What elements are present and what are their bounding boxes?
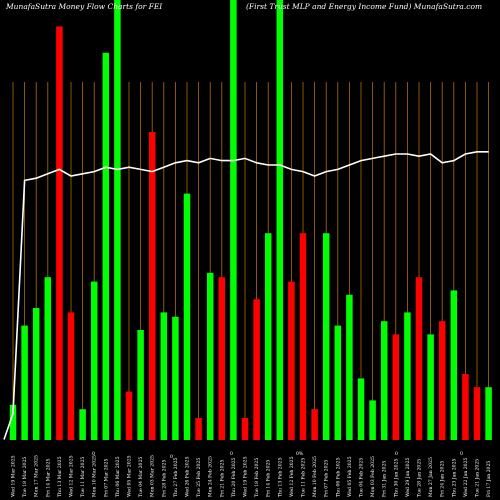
bar-down — [462, 374, 469, 440]
bar-down — [67, 312, 75, 440]
bar-up — [357, 378, 365, 440]
x-tick-label: Fri 07 Mar 2025 — [103, 459, 109, 497]
x-tick-label: Fri 07 Feb 2025 — [324, 460, 330, 497]
bar-up — [264, 233, 272, 440]
mid-marker: 0 — [230, 451, 233, 457]
chart-title-left: MunafaSutra Money Flow Charts for FEI — [5, 2, 163, 11]
x-tick-label: Fri 31 Jan 2025 — [382, 461, 388, 497]
bar-up — [32, 308, 40, 440]
bar-down — [299, 233, 307, 440]
x-tick-label: Wed 29 Jan 2025 — [405, 457, 411, 497]
bar-up — [346, 294, 353, 440]
x-tick-label: Mon 17 Mar 2025 — [34, 455, 40, 497]
bar-down — [148, 132, 156, 440]
x-tick-label: Wed 12 Mar 2025 — [69, 455, 75, 497]
x-tick-label: Tue 04 Feb 2025 — [359, 458, 365, 497]
bar-down — [253, 299, 260, 440]
x-tick-label: Tue 25 Feb 2025 — [196, 458, 202, 497]
x-tick-label: Fri 14 Feb 2025 — [266, 460, 272, 497]
x-tick-label: Thu 13 Feb 2025 — [277, 457, 283, 497]
x-tick-label: Fri 21 Feb 2025 — [219, 460, 225, 497]
x-tick-label: Fri 14 Mar 2025 — [45, 459, 51, 497]
x-tick-label: Wed 05 Feb 2025 — [347, 456, 353, 497]
bar-up — [90, 281, 98, 440]
x-tick-label: Thu 06 Feb 2025 — [335, 457, 341, 497]
bar-up — [102, 52, 110, 441]
mid-markers: 0 0 0 0% 0 0 — [92, 451, 463, 460]
bar-up — [79, 409, 86, 440]
x-tick-label: Mon 03 Mar 2025 — [150, 455, 156, 497]
x-tick-label: Tue 28 Jan 2025 — [417, 459, 423, 497]
mid-marker: 0 — [460, 451, 463, 457]
x-tick-label: Thu 13 Mar 2025 — [57, 456, 63, 497]
bar-down — [311, 409, 318, 440]
bar-down — [56, 26, 63, 441]
bar-up — [172, 316, 179, 440]
mid-marker: 0% — [296, 451, 304, 457]
x-tick-label: Tue 11 Feb 2025 — [301, 458, 307, 497]
bar-up — [160, 312, 168, 440]
x-tick-label: Mon 27 Jan 2025 — [428, 457, 434, 497]
bar-down — [392, 334, 400, 440]
x-tick-label: Thu 20 Feb 2025 — [231, 457, 237, 497]
bar-down — [218, 277, 226, 440]
x-tick-label: Tue 18 Feb 2025 — [254, 458, 260, 497]
bar-up — [183, 193, 191, 440]
x-tick-label: Thu 30 Jan 2025 — [393, 458, 399, 497]
bar-up — [450, 290, 458, 440]
x-tick-label: Mon 24 Feb 2025 — [208, 456, 214, 497]
bar-up — [322, 233, 330, 440]
x-tick-label: Wed 12 Feb 2025 — [289, 456, 295, 497]
bar-up — [21, 325, 28, 440]
x-tick-label: Wed 26 Feb 2025 — [185, 456, 191, 497]
bars — [9, 0, 492, 441]
x-tick-label: Mon 03 Feb 2025 — [370, 456, 376, 497]
bar-up — [369, 400, 376, 440]
x-tick-label: Tue 21 Jan 2025 — [475, 459, 481, 497]
bar-up — [9, 404, 17, 440]
bar-up — [44, 277, 52, 440]
x-tick-label: Fri 28 Feb 2025 — [161, 460, 167, 497]
bar-up — [206, 272, 214, 440]
bar-up — [334, 325, 342, 440]
money-flow-line — [3, 151, 489, 440]
x-tick-label: Mon 10 Feb 2025 — [312, 456, 318, 497]
x-tick-label: Thu 06 Mar 2025 — [115, 456, 121, 497]
bar-up — [427, 334, 434, 440]
bar-up — [137, 330, 144, 440]
x-tick-label: Mon 10 Mar 2025 — [92, 455, 98, 497]
x-tick-label: Wed 22 Jan 2025 — [463, 457, 469, 497]
bar-down — [125, 391, 133, 440]
bar-up — [276, 0, 284, 440]
x-tick-label: Thu 27 Feb 2025 — [173, 457, 179, 497]
x-tick-label: Tue 04 Mar 2025 — [138, 457, 144, 497]
bar-up — [230, 0, 237, 440]
x-tick-label: Wed 19 Mar 2025 — [11, 455, 17, 497]
x-tick-label: Tue 11 Mar 2025 — [80, 457, 86, 497]
bar-down — [241, 418, 249, 440]
mid-marker: 0 — [395, 451, 398, 457]
x-tick-label: Tue 18 Mar 2025 — [22, 457, 28, 497]
bar-down — [438, 321, 446, 440]
bar-up — [114, 0, 121, 440]
mid-marker: 0 — [92, 451, 95, 457]
x-tick-label: Fri 24 Jan 2025 — [440, 461, 446, 497]
bar-down — [288, 281, 295, 440]
bar-down — [415, 277, 423, 440]
x-axis-labels: Wed 19 Mar 2025 Tue 18 Mar 2025 Mon 17 Mar… — [11, 455, 493, 497]
mid-marker: 0 — [170, 454, 173, 460]
x-tick-label: Fri 17 Jan 2025 — [486, 461, 492, 497]
x-tick-label: Thu 23 Jan 2025 — [451, 458, 457, 497]
bar-down — [195, 418, 202, 440]
bar-down — [473, 387, 481, 440]
bar-up — [485, 387, 492, 440]
bar-up — [380, 321, 388, 440]
x-tick-label: Wed 05 Mar 2025 — [127, 455, 133, 497]
x-tick-label: Wed 19 Feb 2025 — [243, 456, 249, 497]
bar-up — [404, 312, 411, 440]
chart-title-right: (First Trust MLP and Energy Income Fund)… — [246, 2, 482, 11]
